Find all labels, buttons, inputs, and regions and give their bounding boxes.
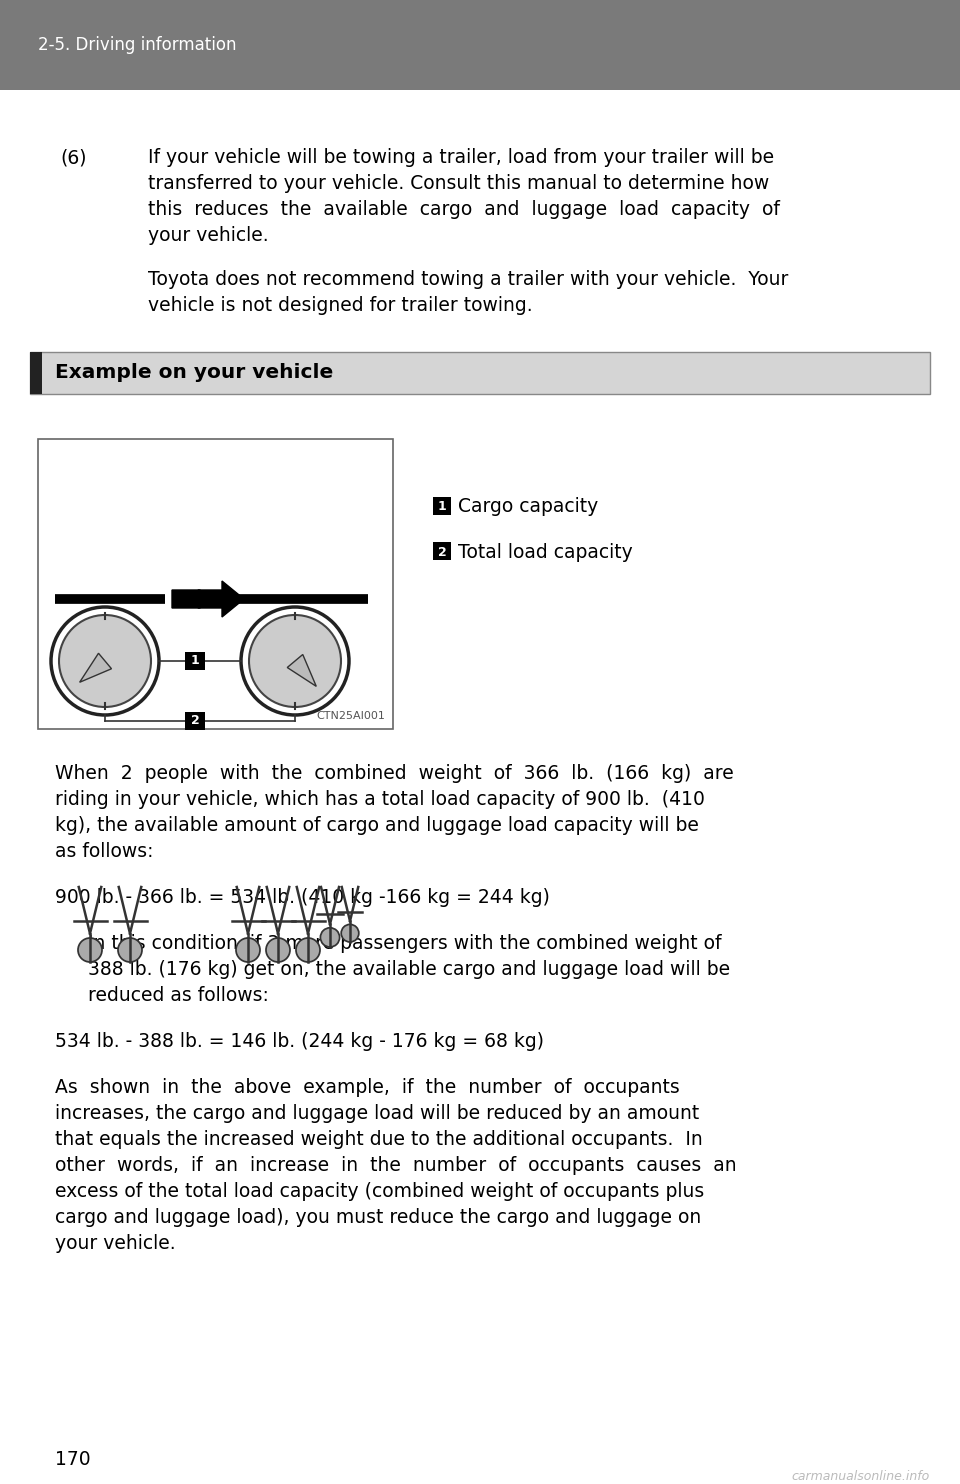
Bar [433, 497, 451, 515]
Text: In this condition, if 3 more passengers with the combined weight of: In this condition, if 3 more passengers … [88, 933, 722, 953]
Text: reduced as follows:: reduced as follows: [88, 985, 269, 1005]
Text: 2: 2 [438, 546, 446, 558]
Bar [185, 651, 205, 669]
Bar [30, 352, 42, 393]
Bar [38, 439, 393, 729]
Circle shape [249, 614, 341, 706]
Bar [433, 542, 451, 559]
Bar [30, 352, 930, 393]
Text: 900 lb. - 366 lb. = 534 lb. (410 kg -166 kg = 244 kg): 900 lb. - 366 lb. = 534 lb. (410 kg -166… [55, 887, 550, 907]
Text: kg), the available amount of cargo and luggage load capacity will be: kg), the available amount of cargo and l… [55, 816, 699, 835]
FancyArrow shape [172, 582, 244, 617]
Text: cargo and luggage load), you must reduce the cargo and luggage on: cargo and luggage load), you must reduce… [55, 1208, 701, 1227]
Text: 1: 1 [438, 500, 446, 513]
Circle shape [341, 925, 359, 942]
Text: 388 lb. (176 kg) get on, the available cargo and luggage load will be: 388 lb. (176 kg) get on, the available c… [88, 960, 731, 979]
Text: excess of the total load capacity (combined weight of occupants plus: excess of the total load capacity (combi… [55, 1181, 705, 1201]
Circle shape [59, 614, 151, 706]
Bar [0, 0, 960, 91]
Circle shape [296, 938, 320, 962]
Text: Toyota does not recommend towing a trailer with your vehicle.  Your: Toyota does not recommend towing a trail… [148, 270, 788, 289]
Bar [185, 712, 205, 730]
Text: If your vehicle will be towing a trailer, load from your trailer will be: If your vehicle will be towing a trailer… [148, 148, 774, 168]
Text: (6): (6) [60, 148, 86, 168]
Circle shape [118, 938, 142, 962]
Text: your vehicle.: your vehicle. [55, 1235, 176, 1252]
Text: 534 lb. - 388 lb. = 146 lb. (244 kg - 176 kg = 68 kg): 534 lb. - 388 lb. = 146 lb. (244 kg - 17… [55, 1031, 544, 1051]
Text: CTN25AI001: CTN25AI001 [316, 711, 385, 721]
Polygon shape [287, 654, 316, 687]
Text: When  2  people  with  the  combined  weight  of  366  lb.  (166  kg)  are: When 2 people with the combined weight o… [55, 764, 733, 784]
Text: this  reduces  the  available  cargo  and  luggage  load  capacity  of: this reduces the available cargo and lug… [148, 200, 780, 220]
Text: 1: 1 [191, 654, 200, 668]
Polygon shape [80, 653, 111, 683]
Text: transferred to your vehicle. Consult this manual to determine how: transferred to your vehicle. Consult thi… [148, 174, 769, 193]
Text: 170: 170 [55, 1450, 90, 1469]
Text: vehicle is not designed for trailer towing.: vehicle is not designed for trailer towi… [148, 295, 533, 315]
Text: that equals the increased weight due to the additional occupants.  In: that equals the increased weight due to … [55, 1129, 703, 1149]
Text: riding in your vehicle, which has a total load capacity of 900 lb.  (410: riding in your vehicle, which has a tota… [55, 789, 705, 809]
Text: 2: 2 [191, 714, 200, 727]
Text: Cargo capacity: Cargo capacity [458, 497, 598, 516]
Text: other  words,  if  an  increase  in  the  number  of  occupants  causes  an: other words, if an increase in the numbe… [55, 1156, 736, 1175]
Circle shape [266, 938, 290, 962]
Text: increases, the cargo and luggage load will be reduced by an amount: increases, the cargo and luggage load wi… [55, 1104, 699, 1123]
Text: carmanualsonline.info: carmanualsonline.info [792, 1471, 930, 1483]
Circle shape [236, 938, 260, 962]
Text: 2-5. Driving information: 2-5. Driving information [38, 36, 236, 53]
Circle shape [78, 938, 102, 962]
Text: Total load capacity: Total load capacity [458, 543, 633, 561]
Text: as follows:: as follows: [55, 841, 154, 861]
Text: your vehicle.: your vehicle. [148, 226, 269, 245]
Text: Example on your vehicle: Example on your vehicle [55, 364, 333, 383]
Circle shape [321, 928, 340, 947]
Text: As  shown  in  the  above  example,  if  the  number  of  occupants: As shown in the above example, if the nu… [55, 1077, 680, 1097]
